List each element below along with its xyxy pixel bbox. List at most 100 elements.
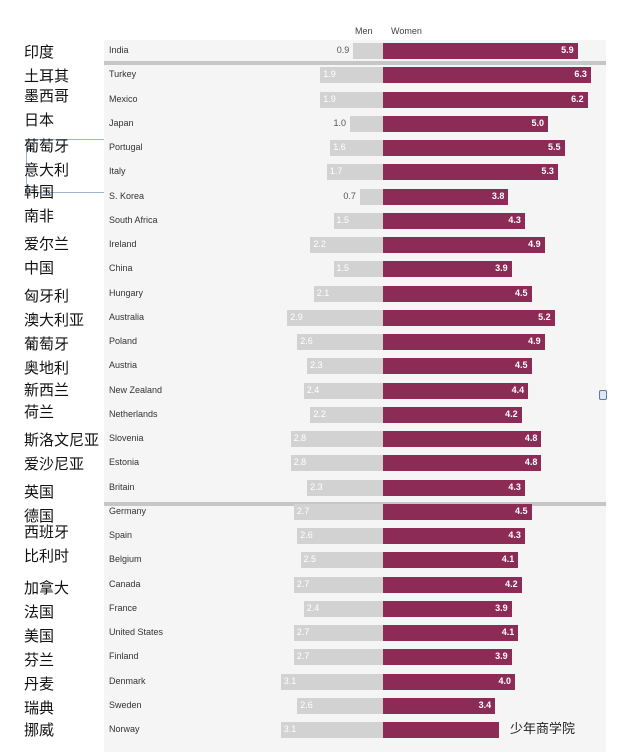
- men-value-label: 2.7: [296, 579, 310, 589]
- men-value-label: 2.4: [306, 603, 320, 613]
- women-bar: [383, 480, 525, 496]
- women-bar: [383, 577, 522, 593]
- men-bar: [333, 261, 383, 277]
- men-value-label: 0.9: [336, 45, 350, 55]
- men-value-label: 2.6: [300, 700, 313, 710]
- men-value-label: 2.1: [316, 288, 330, 298]
- chinese-country-label: 意大利: [24, 161, 70, 179]
- men-value-label: 2.4: [306, 385, 320, 395]
- chinese-country-label: 土耳其: [24, 67, 70, 85]
- women-value-label: 4.3: [508, 482, 521, 492]
- category-label: Portugal: [109, 142, 143, 152]
- men-bar: [307, 358, 383, 374]
- category-label: Denmark: [109, 676, 146, 686]
- chinese-country-label: 爱尔兰: [24, 235, 70, 253]
- women-bar: [383, 698, 496, 714]
- men-bar: [350, 116, 383, 132]
- category-label: Estonia: [109, 457, 140, 467]
- men-bar: [303, 383, 383, 399]
- men-value-label: 3.1: [283, 724, 297, 734]
- men-bar: [293, 504, 383, 520]
- women-bar: [383, 286, 532, 302]
- chinese-country-label: 韩国: [24, 183, 55, 201]
- women-bar: [383, 213, 525, 229]
- men-value-label: 2.9: [290, 312, 303, 322]
- chinese-country-label: 印度: [24, 43, 55, 61]
- women-bar: [383, 237, 545, 253]
- men-value-label: 2.7: [296, 651, 310, 661]
- chinese-country-label: 丹麦: [24, 675, 55, 693]
- category-label: Spain: [109, 530, 133, 540]
- chinese-country-label: 日本: [24, 111, 55, 129]
- women-bar: [383, 310, 555, 326]
- men-value-label: 2.3: [310, 482, 323, 492]
- chinese-country-label: 中国: [24, 259, 55, 277]
- men-bar: [310, 237, 383, 253]
- women-bar: [383, 261, 512, 277]
- women-value-label: 4.3: [508, 215, 521, 225]
- women-bar: [383, 140, 565, 156]
- men-bar: [307, 480, 383, 496]
- men-bar: [293, 625, 383, 641]
- chinese-country-label: 瑞典: [24, 699, 55, 717]
- category-label: Mexico: [109, 94, 138, 104]
- women-bar: [383, 431, 542, 447]
- category-label: India: [109, 45, 129, 55]
- men-value-label: 1.0: [333, 118, 346, 128]
- category-label: S. Korea: [109, 191, 145, 201]
- men-value-label: 1.9: [323, 69, 336, 79]
- chinese-country-label: 墨西哥: [24, 87, 70, 105]
- women-value-label: 4.4: [511, 385, 525, 395]
- women-value-label: 4.9: [528, 336, 541, 346]
- category-label: Poland: [109, 336, 138, 346]
- men-value-label: 2.6: [300, 336, 313, 346]
- women-bar: [383, 552, 519, 568]
- women-value-label: 3.9: [495, 651, 508, 661]
- category-label: France: [109, 603, 138, 613]
- category-label: China: [109, 263, 133, 273]
- chinese-country-label: 新西兰: [24, 381, 70, 399]
- chinese-country-label: 南非: [24, 207, 55, 225]
- men-bar: [297, 528, 383, 544]
- category-label: Austria: [109, 360, 138, 370]
- chinese-country-label: 挪威: [24, 721, 55, 739]
- men-value-label: 1.5: [336, 215, 350, 225]
- category-label: Canada: [109, 579, 141, 589]
- category-label: Japan: [109, 118, 134, 128]
- men-bar: [320, 92, 383, 108]
- men-bar: [293, 577, 383, 593]
- women-value-label: 3.4: [478, 700, 492, 710]
- chinese-country-label: 西班牙: [24, 523, 70, 541]
- category-label: Slovenia: [109, 433, 144, 443]
- category-label: Hungary: [109, 288, 144, 298]
- women-value-label: 4.8: [524, 457, 538, 467]
- women-value-label: 4.2: [505, 579, 518, 589]
- men-bar: [293, 649, 383, 665]
- women-bar: [383, 722, 499, 738]
- men-value-label: 2.2: [313, 409, 326, 419]
- category-label: Germany: [109, 506, 147, 516]
- category-label: Norway: [109, 724, 140, 734]
- men-bar: [290, 431, 383, 447]
- men-value-label: 2.7: [296, 627, 310, 637]
- scroll-marker-icon[interactable]: [599, 390, 607, 400]
- men-value-label: 1.6: [333, 142, 346, 152]
- women-bar: [383, 43, 578, 59]
- men-bar: [320, 67, 383, 83]
- women-bar: [383, 649, 512, 665]
- men-bar: [297, 334, 383, 350]
- women-bar: [383, 334, 545, 350]
- men-value-label: 1.9: [323, 94, 336, 104]
- women-bar: [383, 358, 532, 374]
- category-label: Italy: [109, 166, 126, 176]
- women-bar: [383, 92, 588, 108]
- chinese-country-label: 加拿大: [24, 579, 70, 597]
- women-value-label: 6.2: [571, 94, 584, 104]
- category-label: United States: [109, 627, 164, 637]
- chinese-country-label: 德国: [24, 507, 55, 525]
- men-bar: [326, 164, 383, 180]
- chinese-country-label: 荷兰: [24, 403, 55, 421]
- category-label: Turkey: [109, 69, 137, 79]
- chinese-country-label: 葡萄牙: [24, 137, 70, 155]
- women-bar: [383, 383, 529, 399]
